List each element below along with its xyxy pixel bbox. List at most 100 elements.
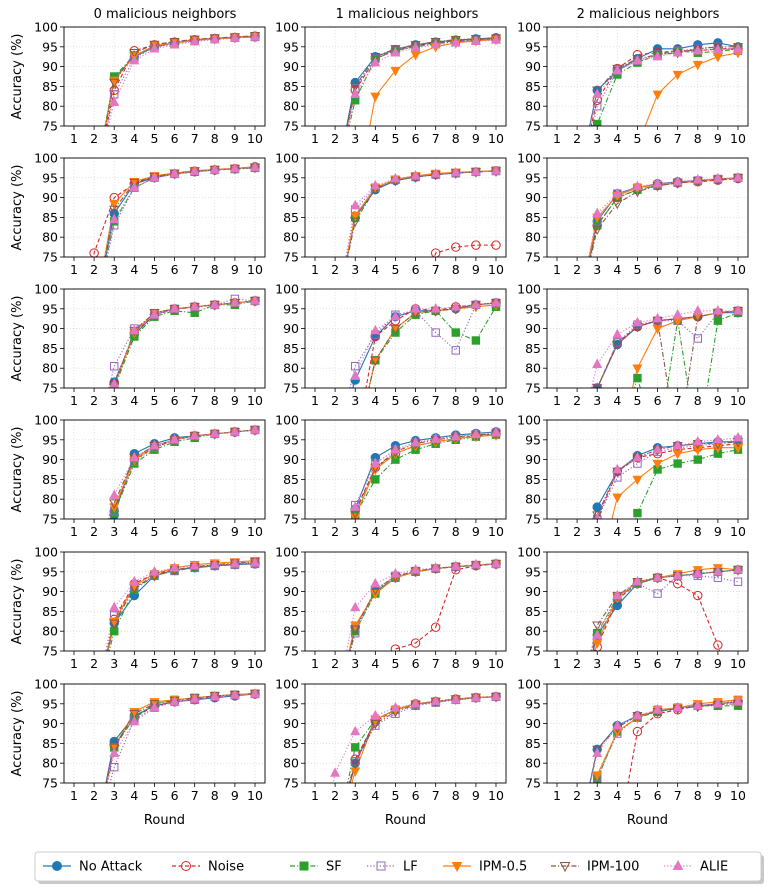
legend-label: No Attack — [79, 860, 143, 875]
legend-label: ALIE — [700, 860, 728, 875]
data-point-alie — [430, 433, 441, 443]
subplot: 75 80 85 90 95 100 1 2 3 4 5 6 7 8 9 10 Round — [275, 677, 507, 828]
series-line-ipm100 — [349, 696, 497, 783]
data-point-alie — [330, 767, 341, 777]
x-tick-label: 7 — [191, 131, 199, 146]
x-tick-label: 4 — [371, 131, 379, 146]
data-point-alie — [410, 698, 421, 708]
x-tick-label: 7 — [674, 788, 682, 803]
x-tick-label: 2 — [573, 788, 581, 803]
data-point-alie — [149, 172, 160, 182]
data-point-alie — [109, 747, 120, 757]
data-point-lf — [593, 102, 602, 111]
x-tick-label: 7 — [191, 788, 199, 803]
data-point-noise — [430, 248, 441, 257]
y-tick-label: 100 — [34, 282, 58, 297]
data-point-noise — [693, 590, 703, 601]
y-tick-label: 85 — [283, 79, 299, 94]
data-point-ipm05 — [390, 66, 401, 77]
data-point-alie — [692, 305, 703, 315]
data-point-ipm100 — [592, 384, 603, 388]
data-point-alie — [450, 166, 461, 177]
data-point-alie — [470, 558, 481, 569]
data-point-alie — [612, 589, 623, 600]
data-point-alie — [732, 172, 744, 182]
x-tick-label: 5 — [633, 524, 641, 539]
subplot: 75 80 85 90 95 100 1 2 3 4 5 6 7 8 9 10 — [275, 413, 507, 539]
y-tick-label: 75 — [283, 644, 299, 659]
data-point-alie — [169, 562, 180, 572]
x-tick-label: 6 — [171, 393, 179, 408]
x-tick-label: 10 — [247, 524, 263, 539]
data-point-ipm100 — [592, 621, 603, 632]
data-point-alie — [632, 451, 643, 462]
subplot: 75 80 85 90 95 100 1 2 3 4 5 6 7 8 9 10 Accuracy (%) — [10, 545, 266, 671]
data-point-alie — [390, 568, 401, 578]
data-point-ipm05 — [592, 771, 603, 781]
legend-item-lf: LF — [367, 860, 418, 875]
y-tick-label: 80 — [525, 230, 541, 245]
series-line-lf — [108, 298, 256, 388]
x-tick-label: 1 — [311, 788, 319, 803]
legend-marker — [672, 859, 684, 870]
y-tick-label: 85 — [525, 210, 541, 225]
x-tick-label: 6 — [412, 656, 420, 671]
y-tick-label: 75 — [283, 512, 299, 527]
y-tick-label: 85 — [42, 210, 58, 225]
data-point-alie — [350, 501, 361, 511]
data-point-alie — [229, 689, 240, 699]
series-line-noise — [347, 38, 497, 126]
data-point-alie — [652, 443, 663, 454]
data-point-ipm100 — [612, 199, 623, 210]
data-point-ipm100 — [109, 499, 120, 509]
x-tick-label: 3 — [110, 656, 118, 671]
data-point-ipm05 — [109, 199, 120, 210]
data-point-alie — [370, 457, 381, 468]
series-line-noise — [627, 701, 739, 783]
axes-frame — [546, 288, 749, 389]
data-point-alie — [189, 165, 200, 176]
x-axis-label: Round — [144, 813, 185, 828]
data-point-ipm05 — [692, 446, 703, 456]
y-tick-label: 80 — [283, 492, 299, 507]
y-tick-label: 75 — [525, 250, 541, 265]
x-tick-label: 8 — [452, 788, 460, 803]
y-tick-label: 85 — [525, 341, 541, 356]
data-point-alie — [490, 297, 502, 307]
data-point-alie — [229, 558, 240, 568]
y-tick-label: 75 — [42, 119, 58, 134]
data-point-alie — [149, 43, 160, 53]
series-line-sf — [635, 449, 739, 519]
x-tick-label: 8 — [211, 656, 219, 671]
y-tick-label: 85 — [283, 604, 299, 619]
x-tick-label: 1 — [311, 131, 319, 146]
data-point-alie — [592, 747, 603, 757]
x-tick-label: 10 — [488, 524, 504, 539]
data-point-alie — [189, 560, 200, 570]
x-tick-label: 3 — [593, 131, 601, 146]
series-line-noise — [590, 48, 738, 126]
y-tick-label: 80 — [283, 99, 299, 114]
subplot: 75 80 85 90 95 100 1 2 3 4 5 6 7 8 9 10 Accuracy (%) — [10, 151, 266, 277]
series-line-alie — [347, 39, 497, 126]
y-tick-label: 100 — [34, 20, 58, 35]
axes-frame — [304, 419, 507, 520]
data-point-alie — [350, 199, 361, 210]
data-point-alie — [169, 434, 180, 444]
series-line-sf — [368, 306, 497, 388]
axes-frame — [546, 419, 749, 520]
x-tick-label: 2 — [90, 262, 98, 277]
data-point-alie — [209, 690, 220, 701]
subplot: 75 80 85 90 95 100 1 2 3 4 5 6 7 8 9 10 — [517, 413, 749, 539]
data-point-alie — [692, 436, 703, 446]
data-point-alie — [450, 560, 461, 570]
x-tick-label: 4 — [613, 131, 621, 146]
data-point-alie — [249, 295, 261, 305]
data-point-noise — [451, 242, 461, 252]
legend-label: SF — [326, 860, 342, 875]
y-tick-label: 85 — [42, 472, 58, 487]
x-tick-label: 2 — [331, 131, 339, 146]
data-point-ipm100 — [129, 178, 140, 189]
series-line-noise — [596, 443, 739, 519]
x-tick-label: 4 — [130, 788, 138, 803]
